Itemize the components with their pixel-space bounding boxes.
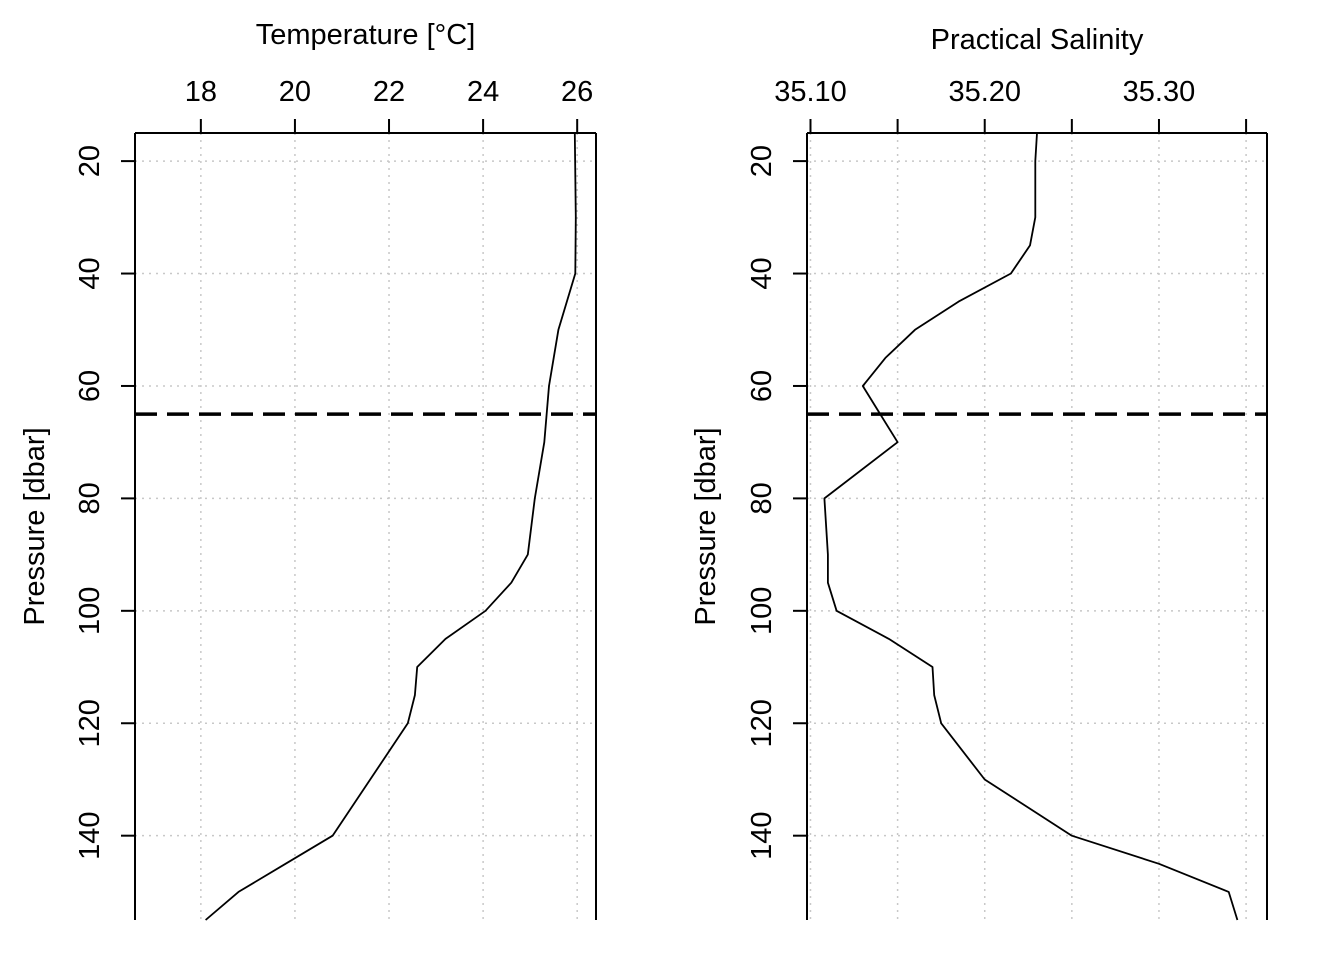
temperature-y-tick-label-4: 100 bbox=[74, 587, 106, 635]
salinity-profile-line-0 bbox=[823, 132, 1239, 921]
temperature-x-tick-label-4: 26 bbox=[561, 76, 593, 108]
temperature-y-tick-label-1: 40 bbox=[74, 257, 106, 289]
salinity-x-tick-label-0: 35.10 bbox=[774, 76, 847, 108]
temperature-panel: 18 20 22 24 26 20 40 60 80 100 120 140 Temperature [… bbox=[19, 19, 597, 921]
salinity-x-tick-label-2: 35.20 bbox=[948, 76, 1021, 108]
temperature-y-tick-label-2: 60 bbox=[74, 370, 106, 402]
temperature-x-tick-label-3: 24 bbox=[467, 76, 499, 108]
temperature-x-tick-label-2: 22 bbox=[373, 76, 405, 108]
temperature-y-tick-label-0: 20 bbox=[74, 145, 106, 177]
temperature-y-tick-label-3: 80 bbox=[74, 482, 106, 514]
temperature-y-tick-label-5: 120 bbox=[74, 699, 106, 747]
salinity-panel: 35.10 35.20 35.30 20 40 60 80 100 120 140 Practica… bbox=[690, 24, 1268, 921]
salinity-y-tick-label-4: 100 bbox=[746, 587, 778, 635]
temperature-profile-line-0 bbox=[205, 132, 577, 921]
salinity-axis-title: Practical Salinity bbox=[931, 24, 1144, 56]
salinity-y-tick-label-1: 40 bbox=[746, 257, 778, 289]
salinity-y-tick-label-2: 60 bbox=[746, 370, 778, 402]
salinity-y-tick-label-6: 140 bbox=[746, 811, 778, 859]
pressure-axis-title-right: Pressure [dbar] bbox=[690, 427, 722, 625]
salinity-x-tick-label-4: 35.30 bbox=[1123, 76, 1196, 108]
salinity-y-tick-label-3: 80 bbox=[746, 482, 778, 514]
salinity-y-tick-label-5: 120 bbox=[746, 699, 778, 747]
pressure-axis-title-left: Pressure [dbar] bbox=[19, 427, 51, 625]
salinity-y-tick-label-0: 20 bbox=[746, 145, 778, 177]
temperature-y-tick-label-6: 140 bbox=[74, 811, 106, 859]
temperature-axis-title: Temperature [°C] bbox=[256, 19, 476, 51]
temperature-x-tick-label-1: 20 bbox=[279, 76, 311, 108]
temperature-x-tick-label-0: 18 bbox=[185, 76, 217, 108]
